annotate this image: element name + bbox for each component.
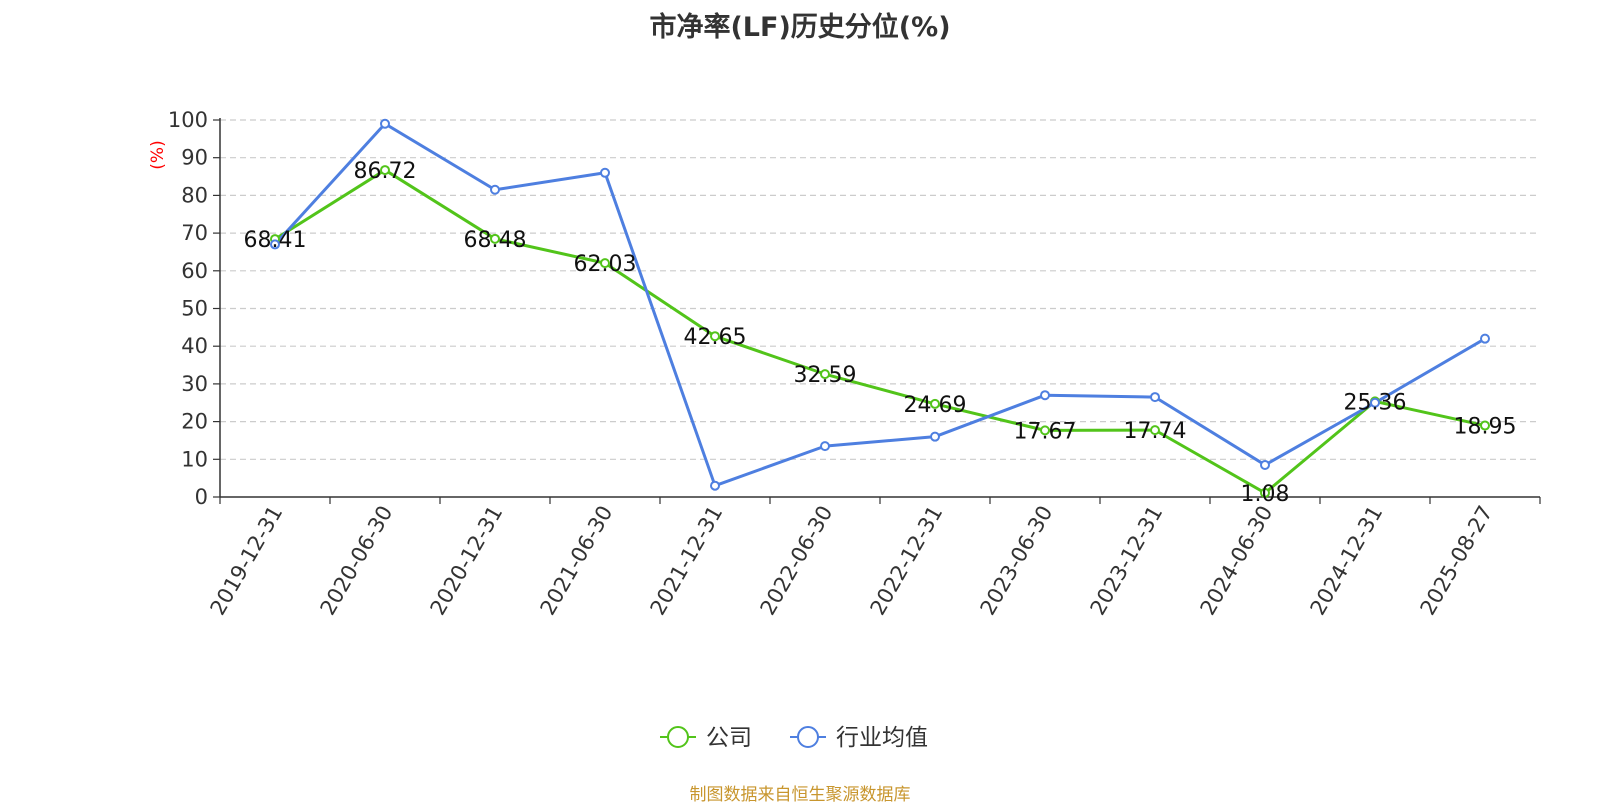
- data-label: 1.08: [1241, 482, 1290, 507]
- x-tick-label: 2023-12-31: [1086, 502, 1168, 620]
- legend-label-company: 公司: [706, 725, 752, 751]
- x-tick-label: 2022-06-30: [756, 502, 838, 620]
- legend-marker-company: [667, 726, 689, 748]
- y-tick-label: 30: [181, 372, 208, 396]
- legend-marker-industry: [797, 726, 819, 748]
- y-tick-label: 80: [181, 183, 208, 207]
- legend: 公司 行业均值: [660, 725, 928, 751]
- industry-data-point: [1260, 459, 1270, 470]
- data-label-layer: 68.41 86.72 68.48 62.03 42.65 32.59 24.69 17.67…: [244, 159, 1517, 507]
- y-tick-label: 100: [168, 108, 208, 132]
- industry-data-point: [820, 441, 830, 452]
- company-data-point: [1480, 420, 1490, 431]
- legend-label-industry: 行业均值: [836, 725, 928, 751]
- industry-data-point: [600, 167, 610, 178]
- y-tick-label: 90: [181, 146, 208, 170]
- data-label: 42.65: [684, 325, 747, 350]
- company-data-point: [710, 331, 720, 342]
- industry-data-point: [1150, 392, 1160, 403]
- data-label: 32.59: [794, 363, 857, 388]
- industry-data-point: [1040, 390, 1050, 401]
- x-tick-label: 2019-12-31: [206, 502, 288, 620]
- x-tick-label: 2022-12-31: [866, 502, 948, 620]
- x-tick-label: 2021-06-30: [536, 502, 618, 620]
- industry-data-point: [710, 480, 720, 491]
- data-label: 86.72: [354, 159, 417, 184]
- company-data-point: [380, 165, 390, 176]
- series-layer: [270, 118, 1490, 498]
- y-axis-label: (%): [148, 140, 168, 169]
- company-data-point: [600, 258, 610, 269]
- grid-layer: [220, 119, 1540, 460]
- industry-data-point: [380, 118, 390, 129]
- x-tick-label: 2025-08-27: [1416, 502, 1498, 620]
- data-label: 24.69: [904, 393, 967, 418]
- company-data-point: [820, 369, 830, 380]
- industry-series-line: [273, 122, 1486, 488]
- y-tick-label: 70: [181, 221, 208, 245]
- y-tick-label: 0: [195, 485, 208, 509]
- data-label: 18.95: [1454, 415, 1517, 440]
- data-label: 17.67: [1014, 419, 1077, 444]
- industry-data-point: [270, 239, 280, 250]
- y-tick-label: 20: [181, 410, 208, 434]
- industry-data-point: [930, 431, 940, 442]
- y-tick-label: 10: [181, 447, 208, 471]
- industry-data-point: [1480, 333, 1490, 344]
- chart-title: 市净率(LF)历史分位(%): [649, 12, 951, 43]
- data-label: 17.74: [1124, 419, 1187, 444]
- company-data-point: [490, 233, 500, 244]
- x-tick-label: 2023-06-30: [976, 502, 1058, 620]
- company-series-line: [274, 168, 1486, 495]
- x-tick-label: 2024-06-30: [1196, 502, 1278, 620]
- company-data-point: [1260, 487, 1270, 498]
- x-tick-label: 2020-12-31: [426, 502, 508, 620]
- data-label: 68.48: [464, 228, 527, 253]
- company-data-point: [1040, 425, 1050, 436]
- x-tick-label: 2020-06-30: [316, 502, 398, 620]
- data-label: 62.03: [574, 252, 637, 277]
- x-tick-label: 2021-12-31: [646, 502, 728, 620]
- y-tick-label: 40: [181, 334, 208, 358]
- company-data-point: [1150, 425, 1160, 436]
- industry-data-point: [490, 184, 500, 195]
- industry-data-point: [1370, 397, 1380, 408]
- source-note: 制图数据来自恒生聚源数据库: [689, 785, 911, 805]
- company-data-point: [930, 398, 940, 409]
- data-label: 68.41: [244, 228, 307, 253]
- data-label: 25.36: [1344, 390, 1407, 415]
- y-tick-label: 50: [181, 297, 208, 321]
- y-tick-label: 60: [181, 259, 208, 283]
- x-tick-label: 2024-12-31: [1306, 502, 1388, 620]
